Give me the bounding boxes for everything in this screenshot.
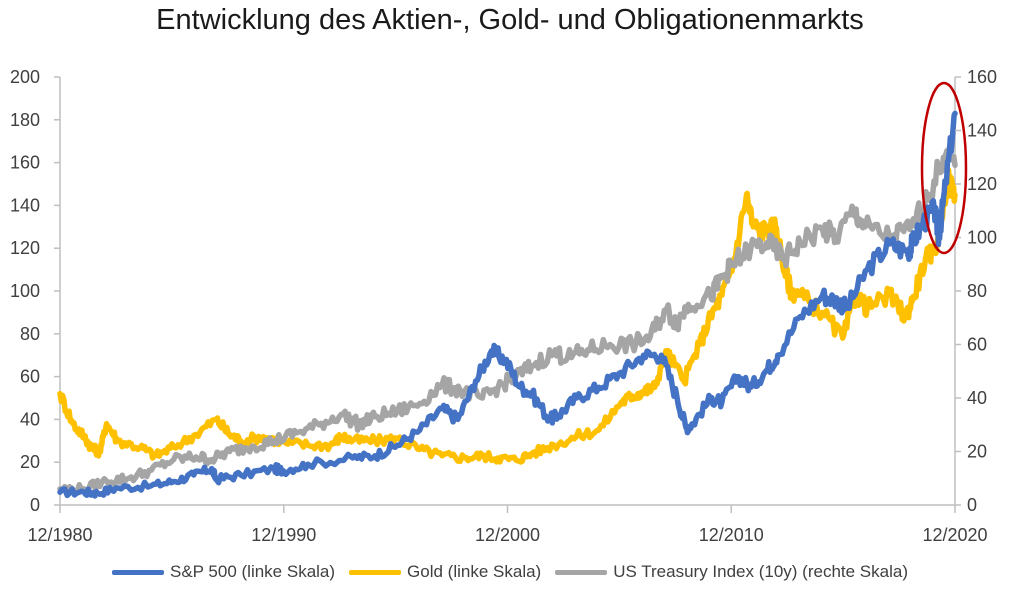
highlight-ellipse — [920, 81, 968, 255]
y-right-tick-label: 80 — [967, 281, 987, 301]
legend-swatch-gold — [349, 569, 402, 575]
legend: S&P 500 (linke Skala) Gold (linke Skala)… — [0, 562, 1020, 582]
y-left-tick-label: 140 — [10, 195, 40, 215]
series-line-sp500 — [57, 110, 958, 499]
y-left-tick-label: 180 — [10, 110, 40, 130]
legend-swatch-treasury — [555, 569, 608, 575]
y-right-tick-label: 100 — [967, 228, 997, 248]
series-line-gold — [57, 167, 958, 465]
legend-swatch-sp500 — [111, 569, 164, 575]
series-line-treasury — [57, 145, 958, 496]
y-left-tick-label: 160 — [10, 153, 40, 173]
x-tick-label: 12/2010 — [699, 525, 764, 545]
y-right-tick-label: 0 — [967, 495, 977, 515]
legend-item-treasury: US Treasury Index (10y) (rechte Skala) — [555, 562, 908, 582]
y-left-tick-label: 60 — [20, 367, 40, 387]
x-tick-label: 12/2000 — [475, 525, 540, 545]
y-left-tick-label: 40 — [20, 409, 40, 429]
x-tick-label: 12/2020 — [922, 525, 987, 545]
legend-item-gold: Gold (linke Skala) — [349, 562, 541, 582]
y-right-tick-label: 140 — [967, 121, 997, 141]
x-tick-label: 12/1990 — [251, 525, 316, 545]
y-left-tick-label: 100 — [10, 281, 40, 301]
y-right-tick-label: 160 — [967, 67, 997, 87]
chart-title: Entwicklung des Aktien-, Gold- und Oblig… — [156, 4, 864, 36]
y-right-tick-label: 120 — [967, 174, 997, 194]
legend-label-gold: Gold (linke Skala) — [407, 562, 542, 581]
y-left-tick-label: 200 — [10, 67, 40, 87]
y-left-tick-label: 80 — [20, 324, 40, 344]
y-left-tick-label: 120 — [10, 238, 40, 258]
legend-label-treasury: US Treasury Index (10y) (rechte Skala) — [613, 562, 908, 581]
legend-item-sp500: S&P 500 (linke Skala) — [111, 562, 336, 582]
y-right-tick-label: 20 — [967, 442, 987, 462]
legend-label-sp500: S&P 500 (linke Skala) — [169, 562, 336, 581]
y-right-tick-label: 60 — [967, 335, 987, 355]
y-left-tick-label: 20 — [20, 452, 40, 472]
y-right-tick-label: 40 — [967, 388, 987, 408]
x-tick-label: 12/1980 — [27, 525, 92, 545]
y-left-tick-label: 0 — [30, 495, 40, 515]
